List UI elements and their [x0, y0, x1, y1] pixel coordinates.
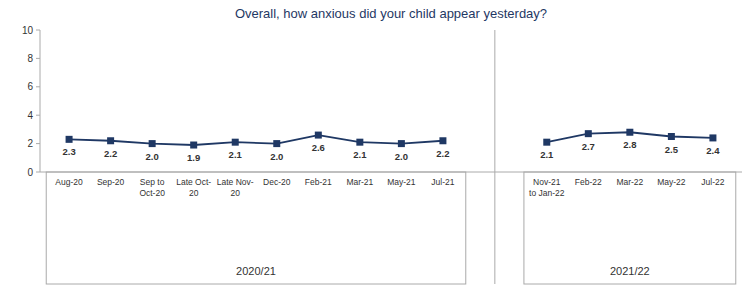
point-marker — [709, 134, 716, 141]
y-tick — [36, 86, 40, 87]
x-tick-label: May-21 — [387, 177, 416, 187]
point-marker — [66, 136, 73, 143]
x-tick-label-line: Mar-22 — [616, 177, 643, 187]
data-label: 2.6 — [312, 142, 325, 153]
y-tick — [36, 115, 40, 116]
y-tick-label: 6 — [27, 81, 33, 92]
x-tick-label-line: Mar-21 — [346, 177, 373, 187]
x-tick-label-line: Nov-21 — [533, 177, 561, 187]
data-label: 2.1 — [540, 149, 554, 160]
x-tick-label-line: Dec-20 — [263, 177, 291, 187]
point-marker — [398, 140, 405, 147]
y-tick-label: 2 — [27, 138, 33, 149]
x-tick-label-line: Late Nov- — [217, 177, 254, 187]
point-marker — [585, 130, 592, 137]
x-tick-label-line: Aug-20 — [55, 177, 83, 187]
data-label: 2.4 — [706, 145, 720, 156]
x-tick-label: Jul-21 — [431, 177, 454, 187]
series-line — [69, 135, 443, 145]
data-label: 2.0 — [270, 151, 283, 162]
data-label: 2.2 — [104, 148, 117, 159]
point-marker — [315, 132, 322, 139]
point-marker — [273, 140, 280, 147]
x-tick-label: Mar-22 — [616, 177, 643, 187]
y-axis-line — [40, 30, 41, 172]
x-tick-label-line: Oct-20 — [139, 188, 165, 198]
data-marks — [66, 129, 717, 149]
x-tick-label-line: Sep to — [140, 177, 165, 187]
point-marker — [439, 137, 446, 144]
data-label: 2.1 — [353, 149, 367, 160]
data-label: 2.0 — [395, 151, 408, 162]
y-tick — [36, 30, 40, 31]
group-label: 2021/22 — [610, 265, 650, 277]
x-tick-label-line: 20 — [230, 188, 240, 198]
point-marker — [190, 142, 197, 149]
x-tick-label-line: to Jan-22 — [529, 188, 565, 198]
x-tick-label: Nov-21to Jan-22 — [529, 177, 565, 198]
data-label: 2.2 — [436, 148, 449, 159]
y-tick — [36, 172, 40, 173]
x-tick-label-line: Feb-22 — [575, 177, 602, 187]
data-label: 1.9 — [187, 152, 200, 163]
chart: Overall, how anxious did your child appe… — [0, 0, 752, 288]
data-label: 2.8 — [623, 139, 636, 150]
x-tick-label-line: Feb-21 — [305, 177, 332, 187]
data-label: 2.3 — [62, 146, 75, 157]
x-tick-label-line: Late Oct- — [176, 177, 211, 187]
group-separator — [494, 30, 495, 284]
x-tick-label: Late Oct-20 — [176, 177, 211, 198]
x-tick-label: Feb-21 — [305, 177, 332, 187]
group-box — [46, 172, 466, 284]
x-tick-label: Mar-21 — [346, 177, 373, 187]
y-tick-label: 10 — [22, 25, 34, 36]
x-tick-label: Dec-20 — [263, 177, 291, 187]
x-tick-label-line: May-22 — [657, 177, 686, 187]
data-label: 2.0 — [146, 151, 159, 162]
x-tick-label: Late Nov-20 — [217, 177, 254, 198]
y-tick — [36, 143, 40, 144]
x-tick-label: Aug-20 — [55, 177, 83, 187]
point-marker — [107, 137, 114, 144]
data-labels: 2.3 2.2 2.0 1.9 2.1 2.0 2.6 2.1 2.0 2.2 2.1 2.7 2.8 2… — [62, 139, 720, 163]
point-marker — [668, 133, 675, 140]
y-tick-label: 4 — [27, 110, 33, 121]
x-tick-label: Sep toOct-20 — [139, 177, 165, 198]
point-marker — [356, 139, 363, 146]
point-marker — [543, 139, 550, 146]
x-tick-label-line: May-21 — [387, 177, 416, 187]
x-tick-label-line: 20 — [189, 188, 199, 198]
group-label: 2020/21 — [236, 265, 276, 277]
x-tick-label-line: Sep-20 — [97, 177, 125, 187]
group-box — [524, 172, 736, 284]
x-tick-label-line: Jul-22 — [701, 177, 724, 187]
point-marker — [232, 139, 239, 146]
x-tick-label-line: Jul-21 — [431, 177, 454, 187]
point-marker — [149, 140, 156, 147]
y-tick — [36, 58, 40, 59]
data-label: 2.5 — [665, 144, 679, 155]
point-marker — [626, 129, 633, 136]
x-tick-label: Jul-22 — [701, 177, 724, 187]
y-tick-label: 8 — [27, 53, 33, 64]
data-label: 2.1 — [229, 149, 243, 160]
title: Overall, how anxious did your child appe… — [235, 6, 547, 21]
x-tick-label: Sep-20 — [97, 177, 125, 187]
x-tick-label: May-22 — [657, 177, 686, 187]
y-tick-label: 0 — [27, 167, 33, 178]
data-label: 2.7 — [582, 141, 595, 152]
x-tick-label: Feb-22 — [575, 177, 602, 187]
